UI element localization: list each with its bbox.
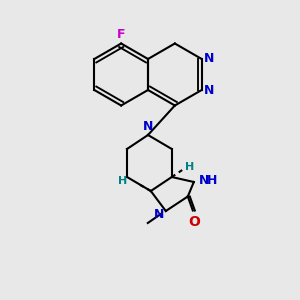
- Text: H: H: [118, 176, 128, 186]
- Text: F: F: [117, 28, 125, 40]
- Text: H: H: [207, 175, 217, 188]
- Text: O: O: [188, 214, 200, 229]
- Text: N: N: [204, 85, 214, 98]
- Text: N: N: [143, 120, 153, 133]
- Text: N: N: [154, 208, 164, 220]
- Text: N: N: [204, 52, 214, 64]
- Text: H: H: [185, 162, 194, 172]
- Text: N: N: [199, 175, 209, 188]
